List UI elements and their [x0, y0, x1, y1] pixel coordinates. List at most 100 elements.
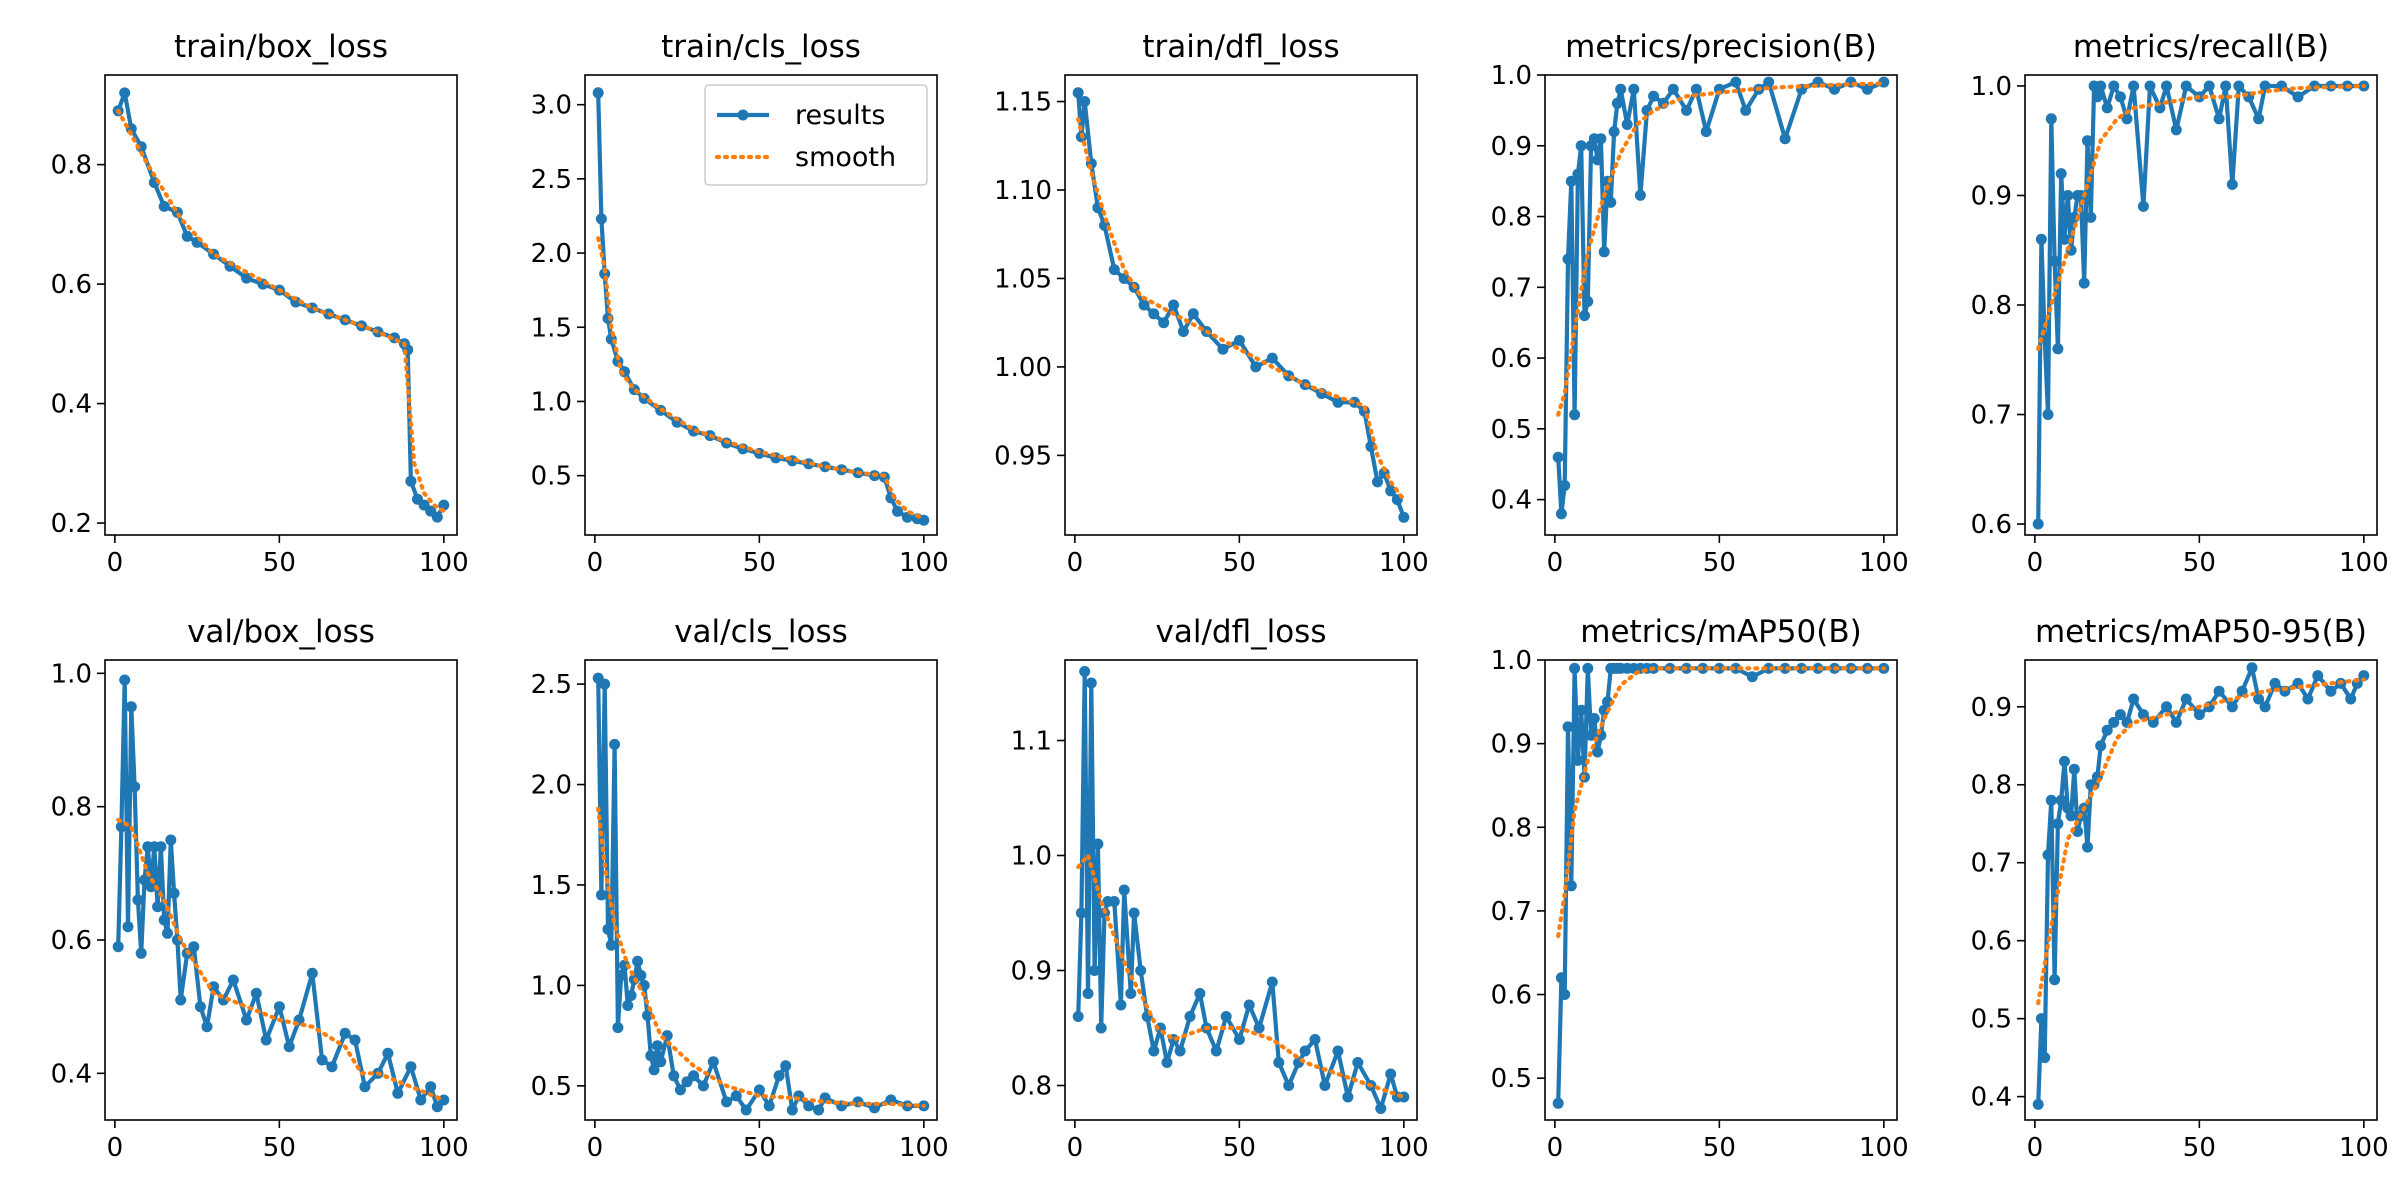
results-data-point [1552, 451, 1564, 463]
y-tick-label: 0.7 [1971, 401, 2012, 431]
y-tick-label: 1.1 [1011, 727, 1052, 757]
results-data-point [2358, 670, 2370, 682]
results-data-point [1592, 154, 1604, 166]
plot-frame [1544, 74, 1898, 536]
results-data-point [1385, 1068, 1397, 1080]
results-data-point [2091, 91, 2103, 103]
results-data-point [1375, 1103, 1387, 1114]
results-data-point [2180, 80, 2192, 92]
results-data-point [316, 1054, 328, 1066]
smooth-series-line [596, 236, 926, 521]
y-tick-label: 0.4 [1491, 486, 1532, 516]
results-data-point [1582, 662, 1594, 674]
smooth-series-line [1076, 117, 1406, 502]
results-data-point [721, 1096, 732, 1108]
plot-frame [584, 659, 938, 1121]
results-data-point [2292, 91, 2304, 103]
results-data-point [1634, 189, 1646, 201]
results-data-point [2253, 113, 2265, 125]
results-data-point [1763, 662, 1775, 674]
results-data-point [1148, 308, 1160, 320]
results-data-point [2078, 277, 2090, 289]
results-data-point [2049, 974, 2061, 986]
results-data-point [2082, 841, 2093, 853]
results-data-point [2128, 693, 2140, 705]
x-tick-label: 50 [743, 548, 776, 578]
x-tick-label: 0 [587, 548, 604, 578]
y-tick-label: 1.05 [994, 264, 1052, 294]
results-data-point [1779, 133, 1791, 145]
results-data-point [2045, 794, 2057, 806]
results-data-point [431, 511, 443, 523]
results-data-point [339, 1027, 351, 1039]
results-data-point [892, 505, 903, 517]
results-data-point [1667, 83, 1679, 95]
results-data-point [2095, 740, 2107, 752]
y-tick-label: 0.8 [1971, 291, 2012, 321]
y-tick-label: 0.8 [1971, 771, 2012, 801]
y-tick-label: 0.5 [1971, 1005, 2012, 1035]
results-data-point [592, 87, 604, 99]
results-data-point [250, 987, 262, 999]
results-data-point [2035, 1013, 2047, 1025]
results-data-point [1562, 721, 1574, 733]
results-data-point [119, 674, 131, 686]
results-data-point [2170, 716, 2182, 728]
results-data-point [1108, 264, 1120, 276]
results-data-point [813, 1104, 825, 1116]
results-data-point [129, 781, 141, 793]
subplot: train/box_loss 0 50 100 0.2 0.4 0.6 0.8 [51, 29, 469, 578]
results-series-line [2036, 83, 2364, 525]
results-data-point [145, 881, 157, 893]
results-data-point [1713, 662, 1725, 674]
results-data-point [1233, 1034, 1245, 1045]
results-data-point [1559, 480, 1571, 491]
results-data-point [201, 1021, 213, 1033]
results-data-point [1118, 884, 1130, 896]
x-tick-label: 50 [2183, 548, 2216, 578]
results-data-point [1220, 1011, 1232, 1022]
subplot-title: metrics/precision(B) [1565, 29, 1877, 65]
results-data-point [1266, 352, 1278, 364]
y-tick-label: 0.5 [531, 1072, 572, 1102]
results-data-point [425, 1081, 437, 1093]
subplot: train/dfl_loss 0 50 100 0.95 1.00 1.05 1.10 1.15 [994, 29, 1429, 578]
results-data-point [605, 939, 617, 951]
results-data-point [2170, 124, 2182, 136]
legend: results smooth [704, 84, 928, 186]
x-tick-label: 0 [587, 1133, 604, 1163]
results-data-point [382, 1047, 394, 1059]
results-data-point [2121, 113, 2133, 125]
results-data-point [112, 941, 124, 953]
results-data-point [273, 1001, 285, 1013]
results-data-point [2213, 113, 2225, 125]
results-data-point [642, 1010, 653, 1021]
results-data-point [2345, 693, 2357, 705]
y-tick-label: 0.4 [1971, 1083, 2012, 1113]
results-series-line [596, 678, 924, 1113]
results-data-point [1569, 662, 1581, 674]
results-data-point [612, 1022, 624, 1034]
results-data-point [1565, 880, 1577, 892]
results-data-point [2161, 80, 2172, 92]
subplot: train/cls_loss 0 50 100 0.5 1.0 1.5 2.0 2.5 3.0 re… [531, 29, 949, 578]
results-data-point [1372, 476, 1383, 488]
x-tick-label: 50 [263, 1133, 296, 1163]
results-data-point [1273, 1057, 1285, 1068]
results-data-point [1621, 119, 1633, 130]
y-tick-label: 0.2 [51, 509, 92, 539]
results-data-point [2213, 685, 2225, 697]
results-data-point [1118, 273, 1130, 284]
x-tick-label: 50 [263, 548, 296, 578]
results-data-point [1210, 1045, 1222, 1057]
y-tick-label: 3.0 [531, 91, 572, 121]
smooth-series-line [116, 108, 446, 514]
y-tick-label: 1.0 [1491, 646, 1532, 676]
results-data-point [1562, 253, 1574, 265]
results-data-point [1194, 988, 1206, 999]
y-tick-label: 0.95 [994, 441, 1052, 471]
subplot-title: train/box_loss [174, 29, 388, 65]
results-data-point [1174, 1045, 1186, 1057]
results-data-point [1092, 838, 1104, 850]
results-data-point [1575, 704, 1587, 716]
